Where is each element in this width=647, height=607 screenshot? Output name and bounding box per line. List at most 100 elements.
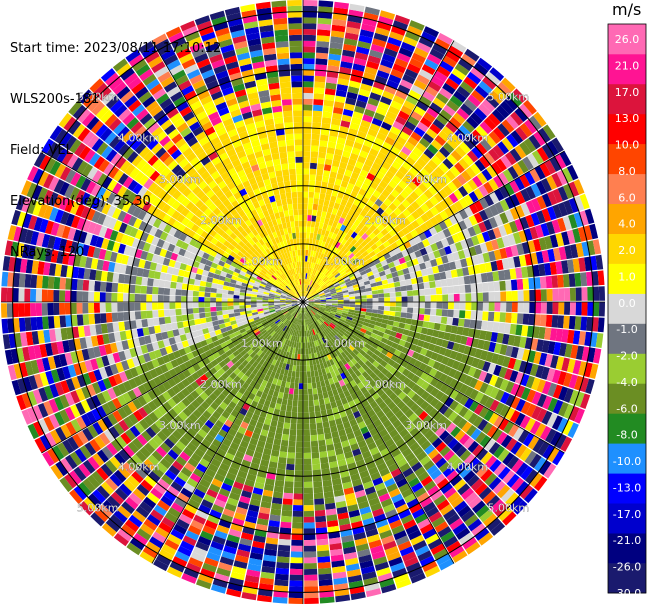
range-gate xyxy=(346,316,353,321)
range-gate xyxy=(245,293,252,297)
range-gate xyxy=(318,146,327,153)
range-gate xyxy=(318,151,326,159)
range-gate xyxy=(467,265,475,275)
range-gate xyxy=(308,186,315,193)
range-gate xyxy=(331,305,338,308)
range-gate xyxy=(397,151,409,161)
range-gate xyxy=(310,440,319,447)
range-gate xyxy=(435,257,444,266)
range-gate xyxy=(382,141,393,151)
range-gate xyxy=(310,289,316,294)
range-gate xyxy=(42,316,49,330)
range-gate xyxy=(376,151,387,161)
range-gate xyxy=(340,283,347,288)
range-gate xyxy=(394,316,401,323)
range-gate xyxy=(366,294,373,299)
range-gate xyxy=(303,383,308,390)
range-gate xyxy=(117,283,124,293)
range-gate xyxy=(373,81,386,91)
range-gate xyxy=(350,224,358,232)
range-gate xyxy=(508,424,520,438)
range-gate xyxy=(287,452,296,459)
range-gate xyxy=(359,270,367,276)
range-gate xyxy=(515,191,526,205)
range-gate xyxy=(349,323,357,329)
range-gate xyxy=(384,268,392,275)
range-gate xyxy=(510,383,520,396)
range-gate xyxy=(314,314,319,320)
range-gate xyxy=(343,302,350,305)
range-gate xyxy=(303,58,315,65)
range-gate xyxy=(217,284,224,290)
range-gate xyxy=(486,272,494,282)
range-gate xyxy=(401,226,410,236)
range-gate xyxy=(434,280,442,288)
range-gate xyxy=(407,380,416,390)
range-gate xyxy=(433,223,443,233)
range-gate xyxy=(412,313,419,320)
range-gate xyxy=(415,207,425,217)
range-gate xyxy=(361,371,370,379)
range-gate xyxy=(334,349,341,356)
range-gate xyxy=(469,400,479,412)
range-gate xyxy=(425,384,435,394)
range-gate xyxy=(323,485,333,493)
range-gate xyxy=(303,209,308,215)
range-gate xyxy=(467,440,479,453)
range-gate xyxy=(531,150,544,165)
range-gate xyxy=(360,386,368,395)
range-gate xyxy=(318,0,334,8)
range-gate xyxy=(384,297,391,302)
range-gate xyxy=(539,314,547,327)
range-gate xyxy=(457,250,466,260)
range-gate xyxy=(411,351,420,360)
range-gate xyxy=(318,567,332,575)
range-gate xyxy=(306,267,309,274)
range-gate xyxy=(426,267,434,275)
range-gate xyxy=(457,344,466,354)
range-gate xyxy=(446,422,457,434)
range-gate xyxy=(587,302,594,316)
range-gate xyxy=(378,64,392,74)
range-gate xyxy=(563,404,575,419)
range-gate xyxy=(433,473,446,485)
range-gate xyxy=(432,233,441,243)
range-gate xyxy=(342,310,349,314)
range-gate xyxy=(567,358,576,373)
range-gate xyxy=(310,274,314,281)
range-gate xyxy=(494,188,505,201)
range-gate xyxy=(365,103,378,112)
range-gate xyxy=(315,216,321,223)
range-gate xyxy=(381,121,392,131)
range-gate xyxy=(310,145,319,152)
range-gate xyxy=(424,219,434,229)
range-gate xyxy=(53,276,61,290)
range-gate xyxy=(319,296,326,299)
range-gate xyxy=(452,277,459,286)
range-gate xyxy=(377,331,385,338)
range-gate xyxy=(373,405,382,414)
range-gate xyxy=(438,130,450,142)
range-gate xyxy=(322,330,327,336)
range-gate xyxy=(343,306,350,310)
range-gate xyxy=(359,209,368,218)
range-gate xyxy=(336,84,348,92)
range-gate xyxy=(555,232,565,247)
range-gate xyxy=(321,274,327,281)
range-gate xyxy=(303,191,309,198)
range-gate xyxy=(354,325,362,331)
range-gate xyxy=(487,113,501,127)
range-gate xyxy=(313,305,320,309)
range-gate xyxy=(250,304,257,308)
range-gate xyxy=(344,340,351,347)
range-gate xyxy=(467,518,483,532)
range-gate xyxy=(392,321,400,328)
range-gate xyxy=(361,363,369,371)
range-gate xyxy=(347,285,354,290)
range-gate xyxy=(244,302,251,305)
range-gate xyxy=(593,286,600,301)
range-gate xyxy=(392,198,402,208)
range-gate xyxy=(471,129,484,142)
range-gate xyxy=(314,498,325,505)
range-gate xyxy=(309,311,314,317)
